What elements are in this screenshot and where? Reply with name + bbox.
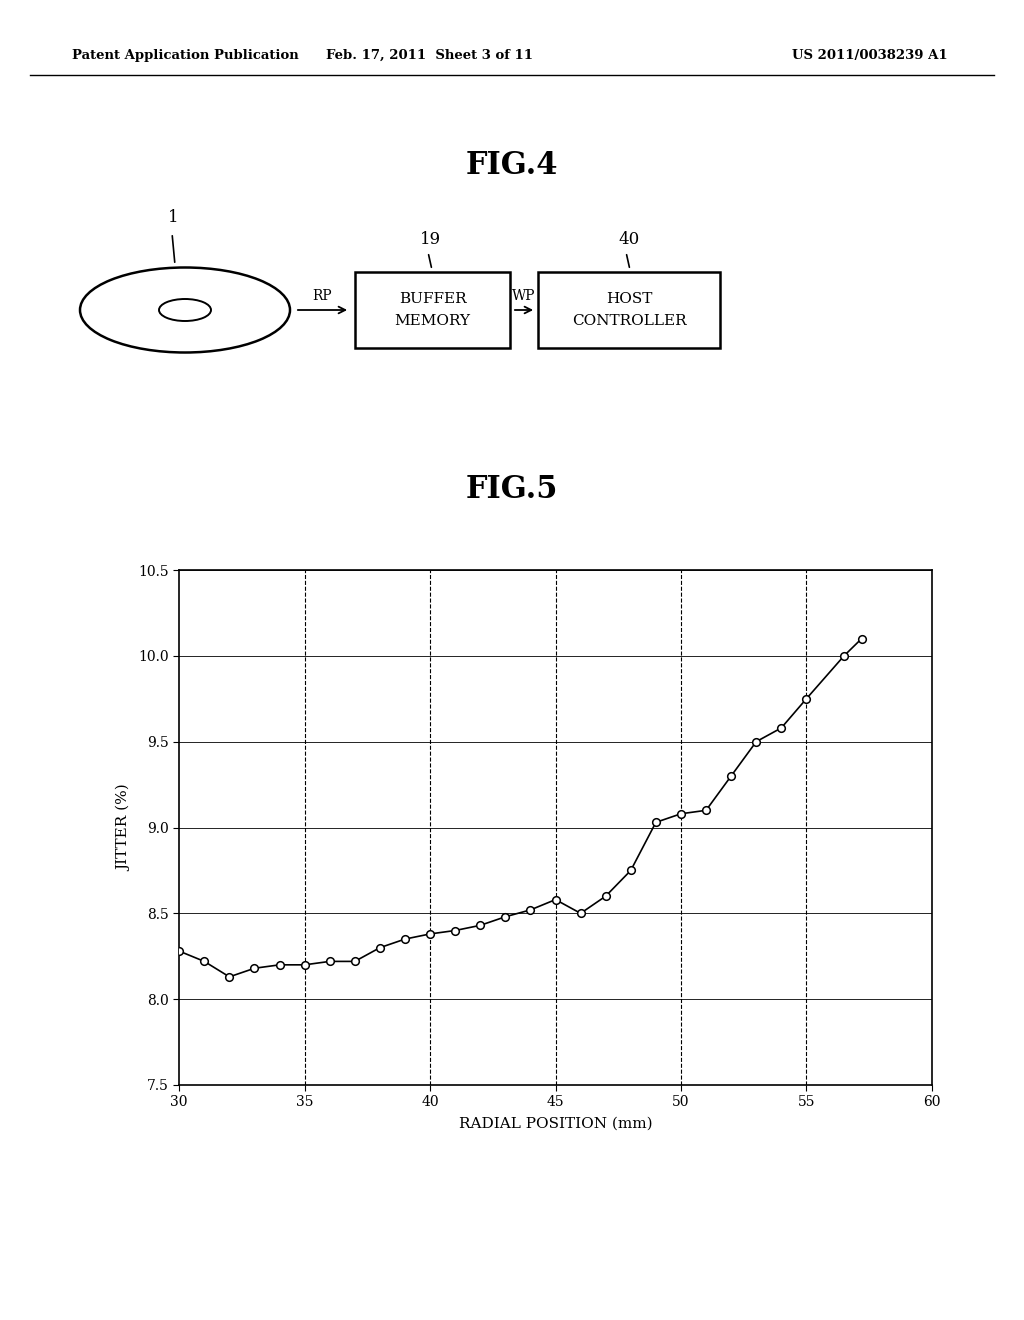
Bar (355, 272, 510, 348)
Text: FIG.4: FIG.4 (466, 149, 558, 181)
Y-axis label: JITTER (%): JITTER (%) (117, 784, 131, 871)
Text: 40: 40 (618, 231, 639, 248)
Text: HOST: HOST (606, 292, 652, 306)
Text: 1: 1 (168, 210, 178, 227)
Text: MEMORY: MEMORY (394, 314, 470, 327)
Text: RP: RP (312, 289, 333, 304)
Bar (538, 272, 720, 348)
Text: BUFFER: BUFFER (398, 292, 466, 306)
Text: CONTROLLER: CONTROLLER (571, 314, 686, 327)
Text: FIG.5: FIG.5 (466, 474, 558, 506)
Text: US 2011/0038239 A1: US 2011/0038239 A1 (793, 49, 948, 62)
Text: Patent Application Publication: Patent Application Publication (72, 49, 299, 62)
X-axis label: RADIAL POSITION (mm): RADIAL POSITION (mm) (459, 1117, 652, 1130)
Text: 19: 19 (420, 231, 441, 248)
Text: Feb. 17, 2011  Sheet 3 of 11: Feb. 17, 2011 Sheet 3 of 11 (327, 49, 534, 62)
Text: WP: WP (512, 289, 536, 304)
